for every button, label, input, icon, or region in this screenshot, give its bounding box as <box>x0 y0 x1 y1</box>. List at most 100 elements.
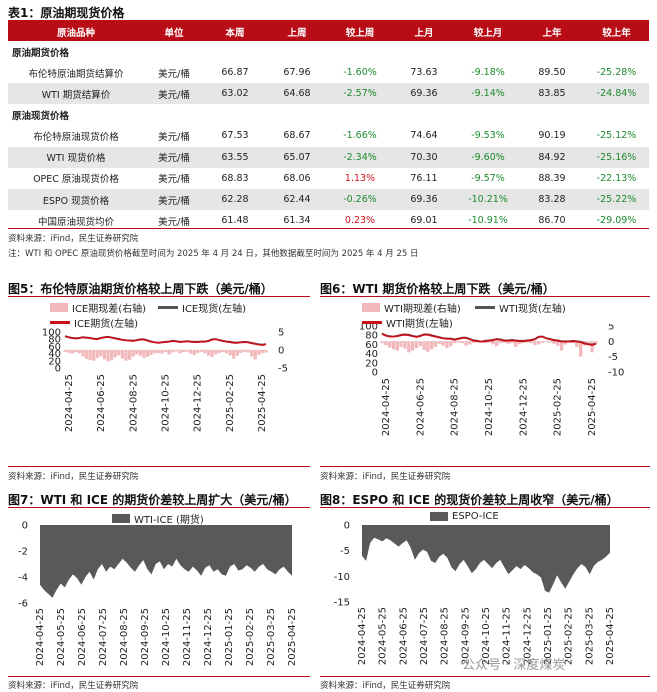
fig7-x-tick: 2025-02-25 <box>245 608 256 666</box>
cell-yoy: -25.16% <box>584 146 649 168</box>
fig6-spread-bar <box>498 341 503 344</box>
fig6-spread-bar <box>487 341 491 343</box>
table-row: OPEC 原油现货价格 美元/桶 68.83 68.06 1.13% 76.11 -9.57… <box>8 168 649 189</box>
fig5-left-tick: 40 <box>48 349 61 360</box>
fig7-x-tick: 2024-09-25 <box>140 608 151 666</box>
fig5-spread-bar <box>117 350 121 356</box>
watermark: 公众号 · 深度煤炭 <box>462 658 566 673</box>
cell-name: 中国原油现货均价 <box>37 216 114 228</box>
cell-last-month: 70.30 <box>392 146 456 168</box>
fig7-legend-label: WTI-ICE (期货) <box>134 515 204 526</box>
fig6-spread-bar <box>536 341 541 345</box>
cell-last-year: 83.85 <box>520 83 584 105</box>
fig8-x-tick: 2025-01-25 <box>543 607 554 665</box>
fig6-spread-bar <box>418 341 422 347</box>
fig8-x-tick: 2024-07-25 <box>419 607 430 665</box>
fig6-futures-line <box>381 332 597 346</box>
fig6-left-tick: 20 <box>365 358 378 369</box>
fig5-spread-bar <box>250 350 254 357</box>
cell-mom: -10.21% <box>456 188 520 211</box>
fig5-spread-bar <box>260 350 264 354</box>
fig6-x-tick: 2024-04-25 <box>381 378 392 436</box>
fig6-legend-label: WTI期货(左轴) <box>386 319 453 330</box>
fig6-x-tick: 2025-02-25 <box>553 378 564 436</box>
table-row: WTI 现货价格 美元/桶 63.55 65.07 -2.34% 70.30 -9.60% 8… <box>8 146 649 168</box>
fig6-spread-bar <box>544 341 549 343</box>
fig5-spread-bar <box>178 350 182 354</box>
cell-last-year: 89.50 <box>538 67 566 79</box>
fig7-x-tick: 2025-03-25 <box>266 608 277 666</box>
fig6-spread-bar <box>571 341 575 344</box>
fig5-spread-bar <box>135 350 139 355</box>
fig8-y-tick: 0 <box>344 521 350 532</box>
fig5-legend-label: ICE期货(左轴) <box>74 319 139 330</box>
fig5-rule <box>8 296 310 297</box>
fig6-spread-bar <box>517 341 522 345</box>
cell-this-week: 62.28 <box>204 188 266 211</box>
fig5-x-tick: 2024-08-25 <box>128 374 139 432</box>
cell-last-year: 84.92 <box>520 146 584 168</box>
fig6-spread-bar <box>437 341 442 344</box>
fig6-spread-bar <box>426 341 430 352</box>
fig7-x-tick: 2025-01-25 <box>224 608 235 666</box>
fig5-spread-bar <box>131 350 135 357</box>
fig7-title: 图7：WTI 和 ICE 的期货价差较上周扩大（美元/桶） <box>8 493 297 507</box>
fig5-spread-bar <box>63 350 67 352</box>
fig6-x-tick: 2025-04-25 <box>587 378 598 436</box>
fig8-x-tick: 2025-04-25 <box>605 607 616 665</box>
fig7-source: 资料来源：iFind，民生证券研究院 <box>8 681 139 691</box>
cell-wow: -2.57% <box>328 83 392 105</box>
fig6-bottom-rule <box>320 466 650 467</box>
fig8-legend: ESPO-ICE <box>430 511 499 522</box>
fig5-left-tick: 60 <box>48 342 61 353</box>
fig5-spread-bar <box>99 350 103 357</box>
fig6-right-tick: -5 <box>608 352 618 363</box>
fig5-spread-bar <box>221 350 225 353</box>
fig5-spread-bar <box>88 350 92 361</box>
fig5-x-tick: 2024-06-25 <box>96 374 107 432</box>
fig8-title: 图8：ESPO 和 ICE 的现货价差较上周收窄（美元/桶） <box>320 493 619 507</box>
fig6-left-tick: 0 <box>372 368 378 379</box>
fig5-spread-bar <box>160 350 164 354</box>
fig5-spread-bar <box>106 350 110 362</box>
fig7-y-tick: -2 <box>18 547 28 558</box>
header-last-year: 上年 <box>520 22 584 41</box>
fig6-legend-futures: WTI期货(左轴) <box>362 315 453 330</box>
cell-name: 布伦特原油现货价格 <box>33 131 119 143</box>
header-mom: 较上月 <box>456 22 520 41</box>
fig7-x-tick: 2024-06-25 <box>77 608 88 666</box>
table-row: 中国原油现货均价 美元/桶 61.48 61.34 0.23% 69.01 -10.91% 8… <box>8 210 649 231</box>
fig6-legend-spread: WTI期现差(右轴) <box>362 300 461 315</box>
fig5-spread-bar <box>145 350 150 357</box>
fig6-spread-bar <box>433 341 438 347</box>
fig6-spread-bar <box>422 341 426 350</box>
cell-last-month: 69.36 <box>392 188 456 211</box>
fig6-spread-bar <box>586 341 591 343</box>
fig6-spread-bar <box>380 341 384 344</box>
fig6-x-tick: 2024-06-25 <box>415 378 426 436</box>
fig6-spread-bar <box>506 341 510 344</box>
fig5-spread-bar <box>77 350 81 354</box>
fig5-legend-futures: ICE期货(左轴) <box>50 315 138 330</box>
cell-last-month: 69.36 <box>392 83 456 105</box>
fig7-x-tick: 2024-04-25 <box>35 608 46 666</box>
fig5-spread-bar <box>228 350 232 356</box>
cell-yoy: -24.84% <box>584 83 649 105</box>
fig5-spread-bar <box>246 350 250 353</box>
fig6-left-tick: 80 <box>365 331 378 342</box>
price-table: 原油品种 单位 本周 上周 较上周 上月 较上月 上年 较上年 原油期货价格 布伦… <box>8 22 649 231</box>
fig8-area <box>362 525 610 593</box>
fig6-spread-bar <box>468 341 472 345</box>
fig5-spread-bar <box>92 350 96 361</box>
fig5-left-tick: 100 <box>42 328 61 339</box>
fig6-spread-bar <box>529 341 533 344</box>
fig8-chart: 0 -5 -10 -15 2024-04-25 2024-05-25 2024-06-25 2… <box>334 521 616 666</box>
cell-yoy: -25.28% <box>596 67 637 79</box>
fig7-legend: WTI-ICE (期货) <box>112 511 204 526</box>
cell-yoy: -22.13% <box>596 172 637 184</box>
cell-mom: -10.91% <box>468 215 508 227</box>
table-row: 布伦特原油期货结算价 美元/桶 66.87 67.96 -1.60% 73.63 -9.18… <box>8 62 649 83</box>
fig6-spread-bar <box>502 341 506 343</box>
fig5-spread-bar <box>264 350 268 353</box>
